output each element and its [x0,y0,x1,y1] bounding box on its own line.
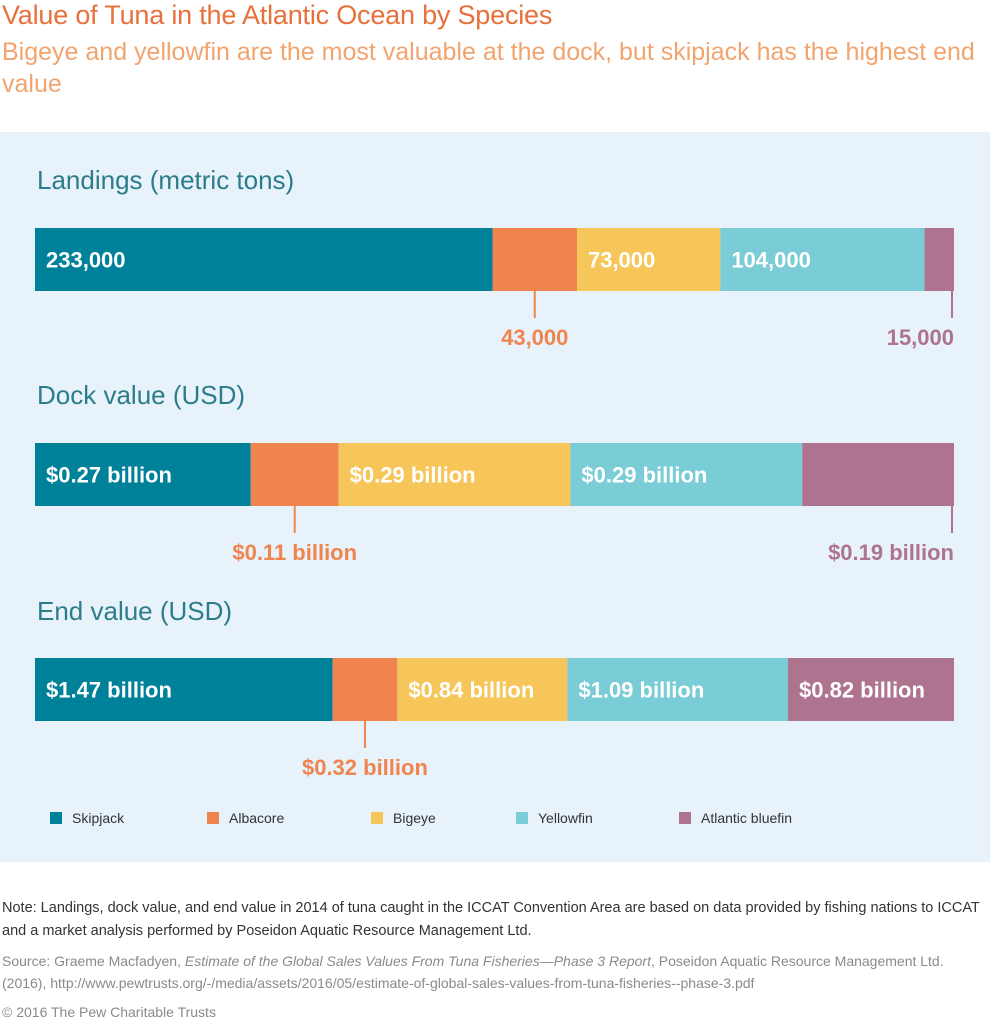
end-value-label-bigeye: $0.84 billion [408,678,534,703]
end-value-bar-albacore [332,658,398,721]
dock-value-bar-skipjack [35,443,251,506]
legend-swatch [207,812,219,824]
legend-item-albacore: Albacore [207,810,284,826]
landings-label-bigeye: 73,000 [588,248,655,273]
dock-value-bar-albacore [250,443,339,506]
chart-source: Source: Graeme Macfadyen, Estimate of th… [2,950,988,994]
legend-item-bluefin: Atlantic bluefin [679,810,792,826]
dock-value-label-bluefin: $0.19 billion [828,540,954,565]
legend-swatch [679,812,691,824]
landings-bar-skipjack [35,228,493,291]
chart-title: Value of Tuna in the Atlantic Ocean by S… [2,0,553,30]
landings-bar-bigeye [576,228,721,291]
source-prefix: Source: Graeme Macfadyen, [2,953,185,969]
source-report-title: Estimate of the Global Sales Values From… [184,953,651,969]
end-value-label-bluefin: $0.82 billion [799,678,925,703]
landings-label-bluefin: 15,000 [887,325,954,350]
landings-label-skipjack: 233,000 [46,248,126,273]
dock-value-bar-yellowfin [570,443,803,506]
landings-bar-yellowfin [720,228,925,291]
chart-subtitle: Bigeye and yellowfin are the most valuab… [2,38,975,98]
landings-title: Landings (metric tons) [37,165,295,195]
end-value-bar-bluefin [788,658,954,721]
legend-label: Bigeye [393,810,436,826]
dock-value-label-skipjack: $0.27 billion [46,463,172,488]
end-value-title: End value (USD) [37,596,233,626]
chart-note: Note: Landings, dock value, and end valu… [2,900,980,939]
legend-label: Atlantic bluefin [701,810,793,826]
legend-swatch [50,812,62,824]
copyright: © 2016 The Pew Charitable Trusts [2,1004,216,1020]
legend-item-skipjack: Skipjack [50,810,124,826]
landings-bar-albacore [492,228,577,291]
end-value-bar-skipjack [35,658,333,721]
dock-value-bar-bigeye [338,443,571,506]
landings-label-albacore: 43,000 [501,325,568,350]
dock-value-bar-bluefin [802,443,954,506]
end-value-label-skipjack: $1.47 billion [46,678,172,703]
legend-label: Skipjack [72,810,125,826]
dock-value-label-albacore: $0.11 billion [232,540,357,565]
legend-swatch [371,812,383,824]
legend-label: Albacore [229,810,285,826]
dock-value-label-yellowfin: $0.29 billion [581,463,707,488]
end-value-label-albacore: $0.32 billion [302,755,428,780]
landings-bar-bluefin [924,228,954,291]
legend-label: Yellowfin [538,810,593,826]
end-value-bar-bigeye [397,658,568,721]
source-suffix: , Poseidon Aquatic Resource Management L… [2,953,944,991]
end-value-label-yellowfin: $1.09 billion [578,678,704,703]
dock-value-label-bigeye: $0.29 billion [350,463,476,488]
legend-swatch [516,812,528,824]
legend-item-bigeye: Bigeye [371,810,436,826]
landings-label-yellowfin: 104,000 [731,248,811,273]
end-value-bar-yellowfin [567,658,789,721]
legend-item-yellowfin: Yellowfin [516,810,593,826]
dock-value-title: Dock value (USD) [37,380,246,410]
